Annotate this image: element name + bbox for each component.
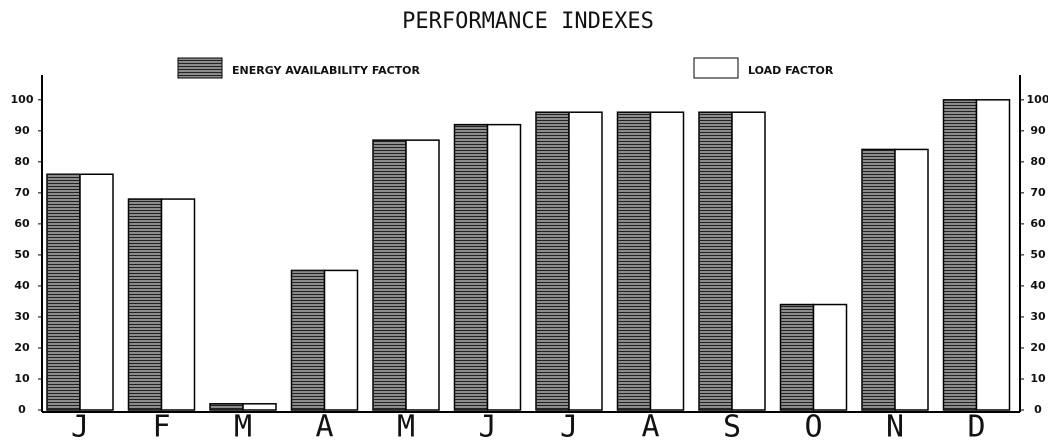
legend-swatch: [693, 57, 739, 79]
y2-tick-label: 20: [1030, 341, 1046, 354]
y2-tick-label: 80: [1030, 155, 1046, 168]
x-tick-label: F: [152, 410, 170, 442]
y2-tick-label: 0: [1034, 403, 1042, 416]
y2-tick-label: 50: [1030, 248, 1046, 261]
y2-tick-label: 60: [1030, 217, 1046, 230]
bar: [812, 303, 848, 411]
x-tick-label: J: [478, 410, 496, 442]
y-tick-label: 90: [14, 124, 30, 137]
bar: [975, 99, 1011, 411]
x-tick-label: M: [397, 410, 415, 442]
x-tick-label: D: [967, 410, 985, 442]
bar: [160, 198, 196, 411]
bar-hatch: [862, 149, 895, 410]
y-tick-label: 100: [11, 93, 34, 106]
bar: [323, 269, 359, 411]
y2-tick-label: 30: [1030, 310, 1046, 323]
x-tick-label: J: [71, 410, 89, 442]
y-tick-label: 20: [14, 341, 30, 354]
legend-hatch: [178, 58, 222, 78]
y-tick-label: 30: [14, 310, 30, 323]
bar-hatch: [128, 199, 162, 410]
x-tick-label: M: [234, 410, 252, 442]
x-tick-label: N: [886, 410, 904, 442]
y2-tick-label: 40: [1030, 279, 1046, 292]
bar-hatch: [780, 304, 814, 410]
bar-hatch: [454, 124, 488, 410]
y-tick-label: 80: [14, 155, 30, 168]
bar: [79, 173, 114, 411]
y2-tick-label: 70: [1030, 186, 1046, 199]
x-tick-label: A: [641, 410, 659, 442]
x-tick-label: O: [804, 410, 822, 442]
x-tick-label: A: [315, 410, 333, 442]
y-tick-label: 40: [14, 279, 30, 292]
x-tick-label: J: [560, 410, 578, 442]
y-tick-label: 60: [14, 217, 30, 230]
y-tick-label: 70: [14, 186, 30, 199]
bar-hatch: [536, 112, 569, 410]
y2-tick-label: 90: [1030, 124, 1046, 137]
bar-hatch: [617, 112, 651, 410]
chart-title: PERFORMANCE INDEXES: [402, 9, 654, 34]
bar-hatch: [210, 403, 243, 410]
bar: [731, 111, 766, 411]
legend-label: LOAD FACTOR: [748, 64, 834, 77]
bar: [894, 148, 929, 411]
bar: [649, 111, 685, 411]
bar: [568, 111, 603, 411]
x-tick-label: S: [723, 410, 741, 442]
y-tick-label: 50: [14, 248, 30, 261]
bar-hatch: [47, 174, 80, 410]
bar: [242, 403, 277, 411]
legend-label: ENERGY AVAILABILITY FACTOR: [232, 64, 421, 77]
y-tick-label: 0: [18, 403, 26, 416]
bar: [405, 139, 440, 411]
y-tick-label: 10: [14, 372, 30, 385]
bar-hatch: [373, 140, 406, 410]
bar: [486, 123, 522, 411]
bar-hatch: [943, 99, 977, 410]
bar-hatch: [699, 112, 732, 410]
bar-hatch: [291, 270, 325, 410]
y2-tick-label: 10: [1030, 372, 1046, 385]
y2-tick-label: 100: [1027, 93, 1048, 106]
